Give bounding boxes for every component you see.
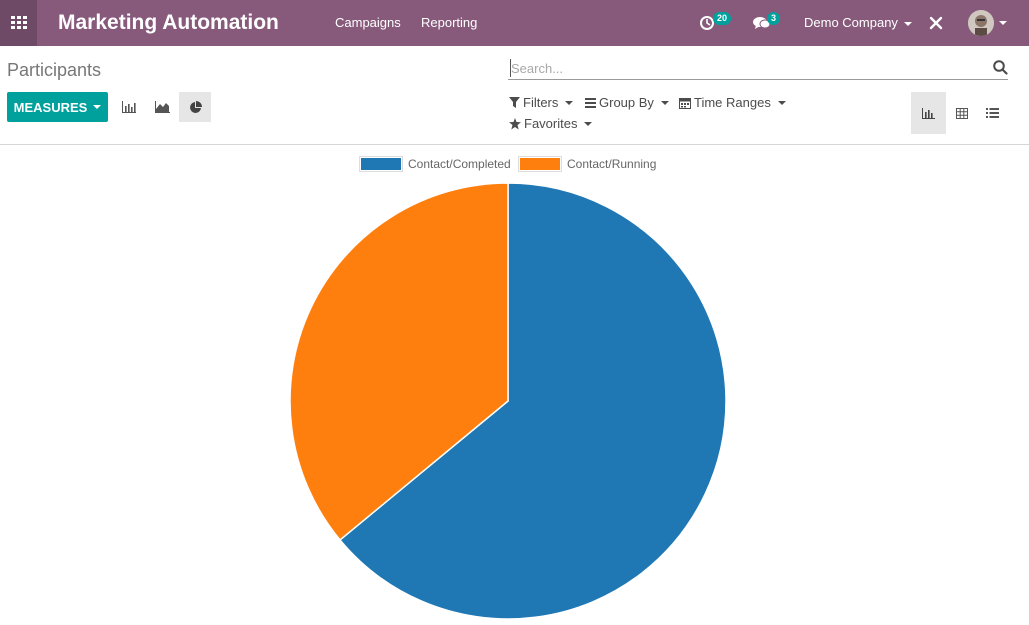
caret-down-icon (903, 21, 912, 26)
filters-label: Filters (523, 95, 559, 110)
menu-campaigns[interactable]: Campaigns (335, 15, 401, 30)
pie-slice-running[interactable] (289, 182, 509, 542)
user-avatar[interactable] (968, 10, 994, 36)
favorites-dropdown[interactable]: Favorites (509, 116, 593, 131)
company-name: Demo Company (804, 15, 898, 30)
legend-swatch-completed (360, 157, 402, 171)
list-view-icon (986, 108, 999, 118)
favorites-label: Favorites (524, 116, 578, 131)
pie-chart-button[interactable] (179, 92, 211, 122)
tools-icon (929, 16, 943, 30)
control-panel-divider (0, 144, 1029, 145)
caret-down-icon (777, 100, 786, 105)
group-by-dropdown[interactable]: Group By (585, 95, 669, 110)
pie-chart (289, 182, 727, 620)
list-view-button[interactable] (975, 92, 1010, 134)
filter-icon (509, 97, 520, 108)
clock-icon (700, 16, 714, 30)
messages-button[interactable]: 3 (753, 0, 787, 46)
search-bar (508, 57, 1008, 80)
line-chart-icon (154, 101, 170, 113)
debug-tools-button[interactable] (929, 0, 945, 46)
pivot-view-icon (955, 107, 968, 119)
activity-badge: 20 (713, 12, 732, 25)
bar-chart-icon (122, 101, 136, 113)
pie-slice-completed[interactable] (338, 182, 727, 620)
caret-down-icon (584, 121, 593, 126)
bar-chart-button[interactable] (113, 92, 145, 122)
search-icon[interactable] (993, 60, 1008, 75)
menu-reporting[interactable]: Reporting (421, 15, 478, 30)
search-input[interactable] (510, 59, 981, 77)
apps-menu-button[interactable] (0, 0, 37, 46)
caret-down-icon (93, 105, 102, 109)
measures-button[interactable]: MEASURES (7, 92, 108, 122)
company-switcher[interactable]: Demo Company (804, 0, 912, 46)
graph-view-icon (922, 107, 935, 119)
activity-button[interactable]: 20 (700, 0, 734, 46)
breadcrumb: Participants (7, 60, 102, 80)
line-chart-button[interactable] (146, 92, 178, 122)
legend-label-running: Contact/Running (567, 157, 657, 171)
top-navbar: Marketing Automation Campaigns Reporting… (0, 0, 1029, 46)
star-icon (509, 117, 521, 129)
user-menu-toggle[interactable] (999, 0, 1009, 46)
group-by-label: Group By (599, 95, 654, 110)
filters-dropdown[interactable]: Filters (509, 95, 574, 110)
legend-item-completed[interactable]: Contact/Completed (360, 157, 511, 171)
time-ranges-label: Time Ranges (694, 95, 771, 110)
time-ranges-dropdown[interactable]: Time Ranges (679, 95, 786, 110)
user-photo-icon (968, 10, 994, 36)
pivot-view-button[interactable] (944, 92, 979, 134)
legend-swatch-running (519, 157, 561, 171)
legend-item-running[interactable]: Contact/Running (519, 157, 656, 171)
pie-chart-icon (189, 100, 202, 113)
bars-icon (585, 97, 596, 108)
caret-down-icon (999, 21, 1007, 25)
graph-view-button[interactable] (911, 92, 946, 134)
messages-badge: 3 (767, 12, 781, 25)
caret-down-icon (565, 100, 574, 105)
app-title: Marketing Automation (58, 11, 279, 34)
legend-label-completed: Contact/Completed (408, 157, 511, 171)
caret-down-icon (660, 100, 669, 105)
calendar-icon (679, 97, 691, 109)
measures-label: MEASURES (13, 99, 88, 115)
apps-grid-icon (10, 16, 27, 29)
